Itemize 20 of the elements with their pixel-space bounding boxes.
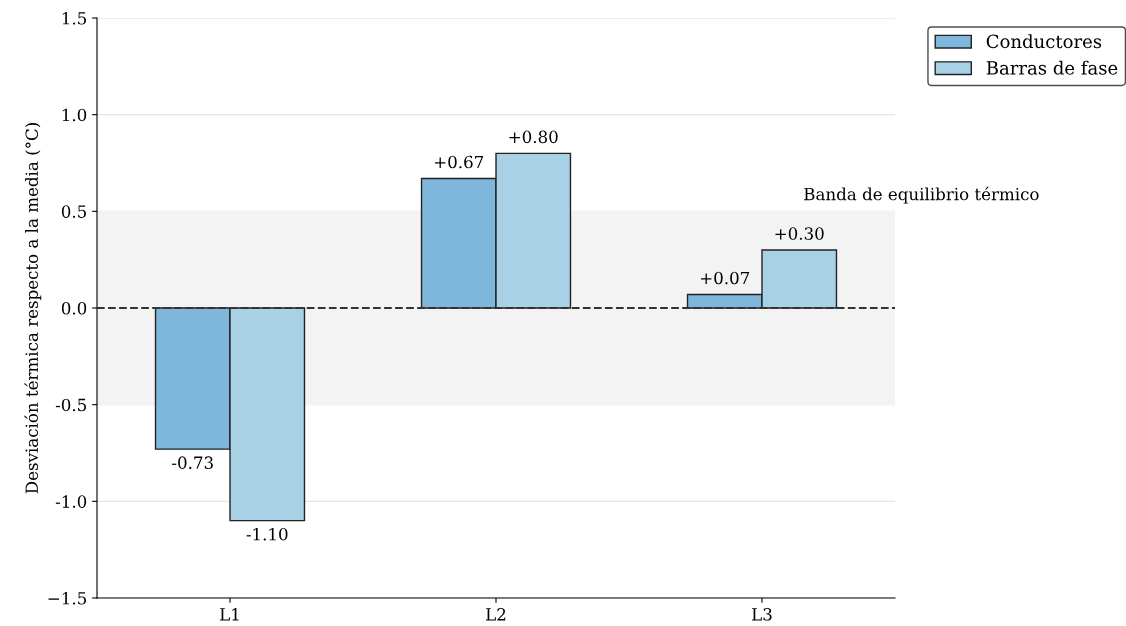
y-tick-label: 0.5	[61, 205, 86, 218]
y-tick-label: -0.5	[55, 398, 86, 412]
data-label: -0.73	[172, 456, 213, 469]
y-tick-label: 1.0	[62, 108, 87, 122]
y-axis-title: Desviación térmica respecto a la media (°C)	[24, 123, 42, 494]
band-label: Banda de equilibrio térmico	[804, 186, 1039, 204]
legend-label: Barras de fase	[986, 60, 1118, 75]
y-tick-label: −1.5	[48, 591, 86, 605]
y-tick-label: 1.5	[62, 11, 86, 25]
legend-label: Conductores	[986, 34, 1102, 49]
data-label: +0.30	[775, 227, 824, 240]
x-tick-label: L2	[486, 608, 506, 621]
y-tick-label: -1.0	[55, 495, 87, 508]
data-label: -1.10	[246, 527, 288, 541]
y-tick-label: 0.0	[61, 301, 87, 315]
data-label: +0.67	[434, 155, 484, 169]
x-tick-label: L1	[220, 608, 239, 621]
x-tick-label: L3	[752, 608, 772, 621]
data-label: +0.80	[509, 130, 558, 144]
data-label: +0.07	[700, 271, 750, 285]
